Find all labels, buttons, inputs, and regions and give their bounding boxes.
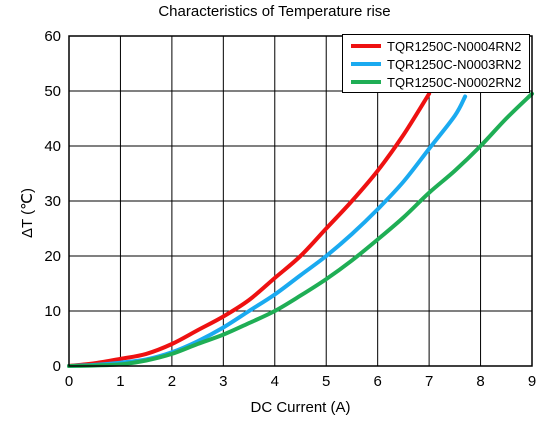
y-tick-label: 20	[44, 248, 61, 265]
legend-label: TQR1250C-N0003RN2	[387, 56, 522, 72]
legend-item: TQR1250C-N0004RN2	[351, 37, 521, 55]
y-tick-label: 30	[44, 193, 61, 210]
x-tick-label: 9	[528, 373, 536, 390]
x-tick-label: 4	[271, 373, 279, 390]
series-line	[67, 91, 534, 368]
legend-swatch	[351, 80, 381, 84]
x-tick-labels: 0 1 2 3 4 5 6 7 8 9	[65, 373, 536, 390]
y-tick-label: 10	[44, 303, 61, 320]
y-tick-label: 50	[44, 83, 61, 100]
x-tick-label: 7	[425, 373, 433, 390]
x-tick-label: 6	[373, 373, 381, 390]
y-tick-label: 60	[44, 28, 61, 45]
plot-frame	[68, 35, 533, 367]
legend-swatch	[351, 44, 381, 48]
x-tick-label: 3	[219, 373, 227, 390]
legend: TQR1250C-N0004RN2 TQR1250C-N0003RN2 TQR1…	[342, 34, 530, 93]
series-layer	[67, 91, 534, 368]
x-tick-label: 0	[65, 373, 73, 390]
y-tick-label: 40	[44, 138, 61, 155]
legend-item: TQR1250C-N0002RN2	[351, 73, 521, 91]
legend-swatch	[351, 62, 381, 66]
x-axis-label: DC Current (A)	[250, 399, 351, 416]
legend-label: TQR1250C-N0002RN2	[387, 74, 522, 90]
x-tick-label: 1	[116, 373, 124, 390]
x-tick-label: 8	[476, 373, 484, 390]
y-axis-label: ΔT (℃)	[18, 188, 36, 238]
y-tick-label: 0	[53, 358, 61, 375]
x-tick-label: 5	[322, 373, 330, 390]
legend-item: TQR1250C-N0003RN2	[351, 55, 521, 73]
legend-label: TQR1250C-N0004RN2	[387, 38, 522, 54]
chart-title: Characteristics of Temperature rise	[158, 3, 391, 20]
y-tick-labels: 0 10 20 30 40 50 60	[44, 28, 61, 375]
x-tick-label: 2	[168, 373, 176, 390]
series-line	[67, 91, 432, 368]
series-line	[67, 94, 468, 368]
